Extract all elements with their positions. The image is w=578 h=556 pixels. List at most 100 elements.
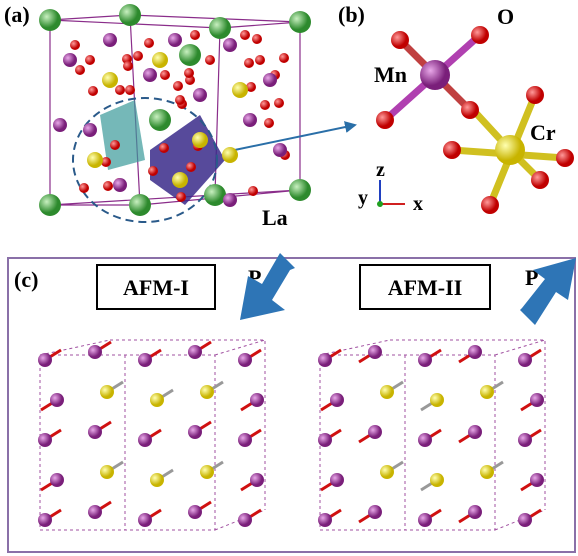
atom [102,72,118,88]
atom [88,86,98,96]
atom [159,143,169,153]
atom [173,81,183,91]
atom [75,65,85,75]
atom [50,393,64,407]
atom [391,31,409,49]
atom [250,473,264,487]
atom [100,385,114,399]
atom [518,353,532,367]
atom [152,52,168,68]
atom [115,85,125,95]
atom [380,385,394,399]
atom [150,473,164,487]
atom-label: Mn [374,62,407,87]
atom [318,353,332,367]
panel-label: (c) [14,267,38,292]
atom [186,162,196,172]
atom [240,30,250,40]
atom [38,513,52,527]
atom [144,38,154,48]
axis [377,201,383,207]
atom [39,9,61,31]
atom [138,513,152,527]
atom [481,196,499,214]
axis-label: z [376,159,385,181]
atom [100,465,114,479]
atom [138,433,152,447]
atom [418,433,432,447]
atom [110,140,120,150]
atom [468,425,482,439]
atom [461,101,479,119]
panel-a: (a) La [4,2,355,230]
atom [149,109,171,131]
atom [250,393,264,407]
atom [79,183,89,193]
atom [368,345,382,359]
atom [188,345,202,359]
atom [133,51,143,61]
atom [263,73,277,87]
atom [83,123,97,137]
axis-label: y [358,187,368,209]
atom [103,33,117,47]
atom [318,513,332,527]
atom [63,53,77,67]
atom [188,425,202,439]
atom [518,513,532,527]
atom [50,473,64,487]
atom [148,166,158,176]
atom [468,505,482,519]
atom [244,58,254,68]
atom [200,385,214,399]
atom [103,181,113,191]
atom [260,100,270,110]
atom [238,353,252,367]
panel-b: (b) Mn O Cr z y x [338,2,574,215]
atom-label: O [497,4,514,29]
atom [223,193,237,207]
atom [243,113,257,127]
atom [252,34,262,44]
atom [168,33,182,47]
atom [113,178,127,192]
atom [38,433,52,447]
atom [123,61,133,71]
atom [232,82,248,98]
atom [443,141,461,159]
atom [70,40,80,50]
atom [530,393,544,407]
config-name: AFM-II [388,275,463,300]
atom [119,4,141,26]
panel-c: (c) AFM-I P AFM-II P [8,253,576,552]
field-label: P [525,265,538,290]
atom [205,55,215,65]
atom [179,44,201,66]
atom [526,86,544,104]
atom [480,385,494,399]
atom [420,60,450,90]
atom [518,433,532,447]
panel-label: (a) [4,2,30,27]
atom [200,465,214,479]
atom [273,143,287,157]
panel-label: (b) [338,2,365,27]
atom [238,513,252,527]
atom [418,353,432,367]
atom [193,88,207,102]
atom [248,186,258,196]
atom [468,345,482,359]
atom [530,473,544,487]
atom [330,393,344,407]
atom [222,147,238,163]
atom [188,505,202,519]
atom [88,425,102,439]
config-name: AFM-I [123,275,189,300]
atom [368,505,382,519]
atom [204,184,226,206]
atom [138,353,152,367]
atom [430,393,444,407]
atom [85,55,95,65]
atom [88,505,102,519]
atom [380,465,394,479]
